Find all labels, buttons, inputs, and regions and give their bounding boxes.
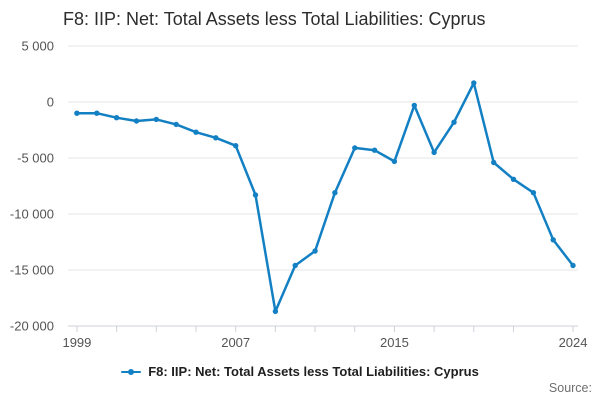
data-point [550,237,556,243]
data-point [193,129,199,135]
data-point [570,262,576,269]
legend[interactable]: F8: IIP: Net: Total Assets less Total Li… [0,364,600,379]
data-point [471,80,477,86]
data-point [431,149,437,156]
data-point [312,248,318,254]
data-point [371,147,378,153]
legend-line-marker-icon [121,367,142,377]
data-point [133,118,140,124]
data-point [153,116,159,123]
data-point [510,176,517,182]
y-axis-label: -20 000 [10,319,54,334]
data-point [491,159,497,166]
data-point [411,102,417,109]
y-axis-label: -15 000 [10,263,54,278]
x-axis-label: 2024 [559,335,588,350]
chart-plot-area: 5 000 0 -5 000 -10 000 -15 000 -20 000 1999 200… [10,39,588,351]
data-point [94,110,100,116]
data-point [292,262,298,269]
data-point [332,190,338,196]
y-axis-label: -5 000 [17,151,54,166]
data-point [391,158,398,165]
x-axis-label: 1999 [62,335,91,350]
legend-dot [128,368,135,375]
y-axis-label: 0 [47,95,54,110]
data-point [74,110,80,116]
data-point [451,119,457,125]
data-point [213,135,219,141]
data-point [233,143,239,149]
data-point [113,115,120,121]
x-axis-label: 2007 [221,335,250,350]
data-point [272,308,279,315]
data-point [530,190,537,196]
series-line [75,81,575,313]
y-axis-label: 5 000 [21,39,54,54]
y-axis-label: -10 000 [10,207,54,222]
legend-label: F8: IIP: Net: Total Assets less Total Li… [148,364,479,379]
chart-title: F8: IIP: Net: Total Assets less Total Li… [63,9,486,29]
data-point [173,121,179,128]
x-axis-label: 2015 [380,335,409,350]
source-label: Source: [548,381,592,395]
data-point [252,192,259,198]
data-point [352,145,358,151]
